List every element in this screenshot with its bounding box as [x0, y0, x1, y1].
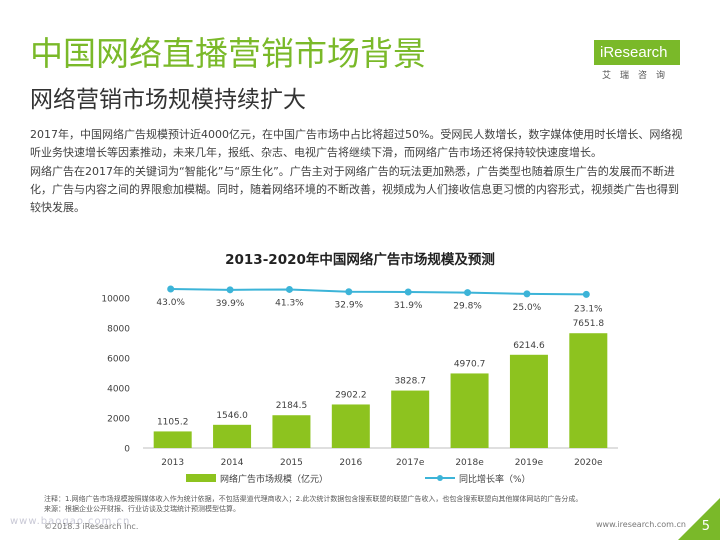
growth-rate-point — [345, 288, 353, 296]
footnote: 注释：1.网络广告市场规模按照媒体收入作为统计依据，不包括渠道代理商收入；2.此… — [44, 494, 704, 514]
growth-rate-label: 32.9% — [335, 301, 364, 311]
x-tick-label: 2016 — [339, 458, 362, 468]
growth-rate-point — [582, 290, 590, 298]
footnote-note: 注释：1.网络广告市场规模按照媒体收入作为统计依据，不包括渠道代理商收入；2.此… — [44, 495, 583, 503]
y-tick-label: 0 — [124, 445, 130, 455]
x-tick-label: 2014 — [221, 458, 244, 468]
iresearch-logo: iResearch 艾瑞咨询 — [594, 40, 680, 88]
y-tick-label: 10000 — [101, 295, 130, 305]
bar-value-label: 2184.5 — [276, 401, 308, 411]
growth-rate-label: 41.3% — [275, 298, 304, 308]
page-subtitle: 网络营销市场规模持续扩大 — [30, 87, 306, 113]
legend-line-marker — [437, 475, 443, 481]
growth-rate-label: 25.0% — [513, 303, 542, 313]
growth-rate-point — [523, 290, 531, 298]
growth-rate-label: 39.9% — [216, 299, 245, 309]
bar — [391, 390, 430, 448]
page-title: 中国网络直播营销市场背景 — [30, 34, 426, 73]
body-text: 2017年，中国网络广告规模预计近4000亿元，在中国广告市场中占比将超过50%… — [30, 126, 688, 217]
y-tick-label: 6000 — [107, 355, 130, 365]
x-tick-label: 2017e — [396, 458, 425, 468]
legend-bar-swatch — [186, 474, 216, 482]
growth-rate-point — [464, 289, 472, 297]
growth-rate-point — [285, 285, 293, 293]
x-tick-label: 2018e — [455, 458, 484, 468]
logo-brand: iResearch — [594, 40, 680, 65]
footnote-source: 来源：根据企业公开财报、行业访谈及艾瑞统计预测模型估算。 — [44, 505, 240, 513]
x-tick-label: 2013 — [161, 458, 184, 468]
growth-rate-label: 43.0% — [156, 298, 185, 308]
growth-rate-line — [170, 288, 587, 296]
growth-rate-point — [226, 286, 234, 294]
growth-rate-point — [167, 285, 175, 293]
growth-rate-point — [404, 288, 412, 296]
copyright: ©2018.3 iResearch Inc. — [44, 522, 139, 531]
x-tick-label: 2019e — [515, 458, 544, 468]
bar — [509, 354, 548, 448]
bar-value-label: 4970.7 — [454, 359, 486, 369]
bar — [331, 404, 370, 448]
bar — [272, 415, 311, 448]
watermark: www.baogao.com.cn — [10, 516, 131, 527]
chart-title: 2013-2020年中国网络广告市场规模及预测 — [225, 252, 495, 268]
logo-cn: 艾瑞咨询 — [602, 71, 675, 81]
bar-value-label: 1546.0 — [216, 411, 248, 421]
bar-value-label: 6214.6 — [513, 341, 545, 351]
growth-rate-label: 23.1% — [574, 304, 603, 314]
bar-value-label: 2902.2 — [335, 390, 367, 400]
site-url[interactable]: www.iresearch.com.cn — [596, 520, 686, 529]
bar-value-label: 1105.2 — [157, 417, 189, 427]
x-tick-label: 2015 — [280, 458, 303, 468]
legend-line-label: 同比增长率（%） — [459, 473, 531, 485]
legend-bar-label: 网络广告市场规模（亿元） — [220, 473, 328, 485]
growth-rate-label: 31.9% — [394, 301, 423, 311]
page-number: 5 — [701, 519, 710, 534]
bar — [213, 424, 252, 448]
y-tick-label: 4000 — [107, 385, 130, 395]
y-tick-label: 8000 — [107, 325, 130, 335]
growth-rate-label: 29.8% — [453, 302, 482, 312]
corner-triangle — [678, 498, 720, 540]
bar — [153, 431, 192, 448]
paragraph-1: 2017年，中国网络广告规模预计近4000亿元，在中国广告市场中占比将超过50%… — [30, 128, 683, 160]
bar — [569, 333, 608, 448]
x-tick-label: 2020e — [574, 458, 603, 468]
bar-value-label: 7651.8 — [573, 319, 605, 329]
bar-value-label: 3828.7 — [394, 377, 426, 387]
bar — [450, 373, 489, 448]
y-tick-label: 2000 — [107, 415, 130, 425]
paragraph-2: 网络广告在2017年的关键词为“智能化”与“原生化”。广告主对于网络广告的玩法更… — [30, 164, 679, 215]
